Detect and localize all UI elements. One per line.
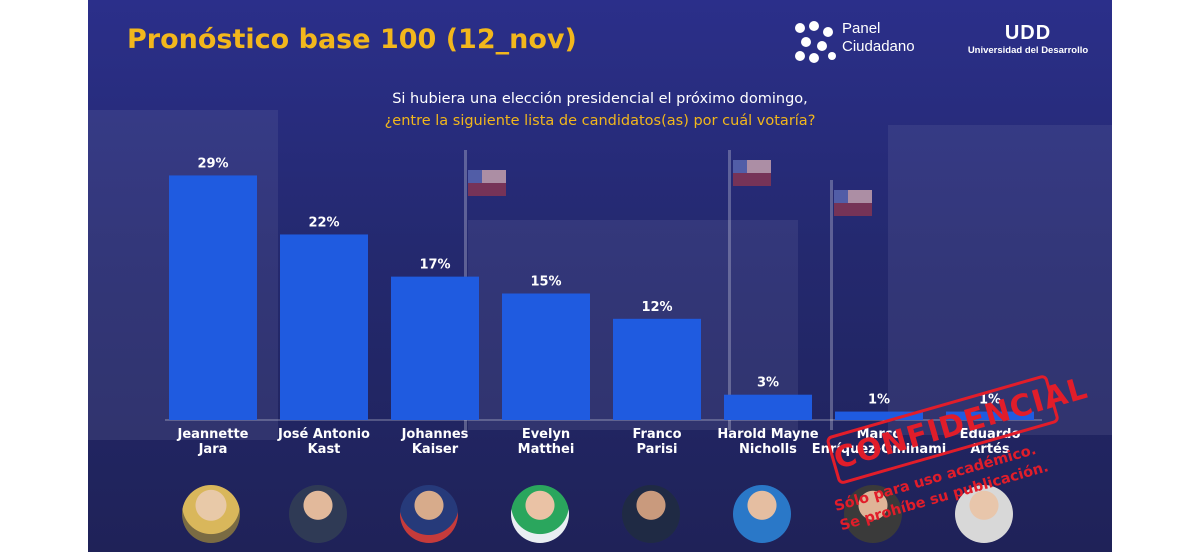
data-label-evelyn-matthei: 15% bbox=[530, 275, 561, 290]
avatar-johannes-kaiser bbox=[400, 485, 458, 543]
survey-question: Si hubiera una elección presidencial el … bbox=[288, 88, 912, 132]
category-label-harold-mayne-nicholls: Harold Mayne Nicholls bbox=[717, 427, 818, 457]
bar-jose-antonio-kast bbox=[280, 234, 368, 420]
avatar-jose-antonio-kast bbox=[289, 485, 347, 543]
background-flag-icon bbox=[733, 160, 771, 186]
brand-line-2: Ciudadano bbox=[842, 38, 915, 55]
data-label-franco-parisi: 12% bbox=[641, 300, 672, 315]
category-label-jeannette-jara: Jeannette Jara bbox=[177, 427, 249, 457]
category-label-evelyn-matthei: Evelyn Matthei bbox=[518, 427, 575, 457]
background-flag-icon bbox=[834, 190, 872, 216]
udd-logo: UDD Universidad del Desarrollo bbox=[964, 22, 1092, 62]
udd-name: Universidad del Desarrollo bbox=[967, 45, 1089, 56]
bar-johannes-kaiser bbox=[391, 276, 479, 420]
background-flagpole bbox=[728, 150, 731, 430]
bar-harold-mayne-nicholls bbox=[724, 394, 812, 420]
data-label-jeannette-jara: 29% bbox=[197, 156, 228, 171]
data-label-johannes-kaiser: 17% bbox=[419, 258, 450, 273]
bar-eduardo-artes bbox=[946, 411, 1034, 420]
avatar-evelyn-matthei bbox=[511, 485, 569, 543]
background-building-right bbox=[888, 125, 1112, 435]
data-label-eduardo-artes: 1% bbox=[979, 393, 1001, 408]
category-label-marco-enriquez-ominami: Marco Enríquez-Ominami bbox=[812, 427, 946, 457]
data-label-marco-enriquez-ominami: 1% bbox=[868, 393, 890, 408]
category-label-johannes-kaiser: Johannes Kaiser bbox=[401, 427, 469, 457]
bar-marco-enriquez-ominami bbox=[835, 411, 923, 420]
panel-ciudadano-text: Panel Ciudadano bbox=[842, 20, 915, 56]
question-line-1: Si hubiera una elección presidencial el … bbox=[392, 91, 808, 107]
question-line-2: ¿entre la siguiente lista de candidatos(… bbox=[384, 113, 816, 129]
brand-line-1: Panel bbox=[842, 20, 881, 37]
avatar-eduardo-artes bbox=[955, 485, 1013, 543]
background-flag-icon bbox=[468, 170, 506, 196]
panel-ciudadano-dots-icon bbox=[795, 21, 836, 63]
background-flagpole bbox=[830, 180, 833, 430]
data-label-harold-mayne-nicholls: 3% bbox=[757, 376, 779, 391]
slide: Pronóstico base 100 (12_nov) Panel Ciuda… bbox=[88, 0, 1112, 552]
avatar-jeannette-jara bbox=[182, 485, 240, 543]
udd-wordmark: UDD bbox=[1004, 22, 1052, 44]
avatar-franco-parisi bbox=[622, 485, 680, 543]
bar-chart: 29% Jeannette Jara 22% José Antonio Kast 17% Jo… bbox=[165, 156, 1042, 457]
category-label-franco-parisi: Franco Parisi bbox=[632, 427, 681, 457]
avatar-harold-mayne-nicholls bbox=[733, 485, 791, 543]
bar-evelyn-matthei bbox=[502, 293, 590, 420]
category-label-eduardo-artes: Eduardo Artés bbox=[960, 427, 1021, 457]
page-title: Pronóstico base 100 (12_nov) bbox=[127, 24, 577, 55]
avatar-marco-enriquez-ominami bbox=[844, 485, 902, 543]
data-label-jose-antonio-kast: 22% bbox=[308, 215, 339, 230]
category-label-jose-antonio-kast: José Antonio Kast bbox=[277, 427, 370, 457]
bar-franco-parisi bbox=[613, 318, 701, 420]
bar-jeannette-jara bbox=[169, 175, 257, 420]
panel-ciudadano-logo: Panel Ciudadano bbox=[792, 20, 962, 64]
